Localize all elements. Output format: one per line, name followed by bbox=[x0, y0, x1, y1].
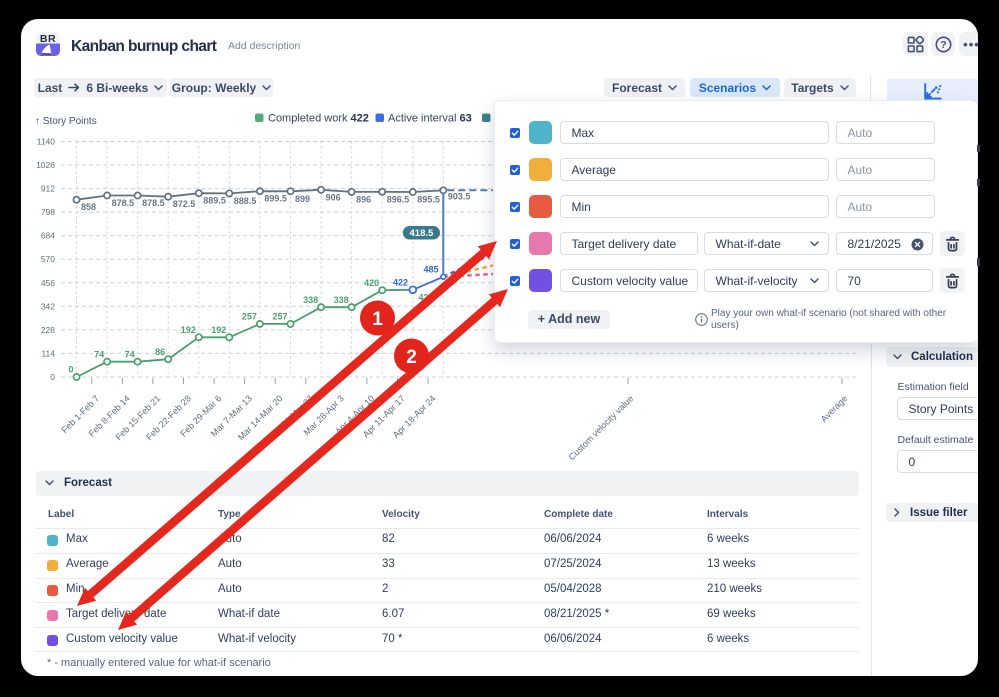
svg-text:684: 684 bbox=[41, 231, 55, 241]
svg-text:338: 338 bbox=[303, 295, 318, 305]
svg-text:895.5: 895.5 bbox=[417, 195, 440, 205]
svg-text:899: 899 bbox=[295, 194, 310, 204]
svg-text:858: 858 bbox=[81, 202, 96, 212]
svg-text:74: 74 bbox=[125, 349, 135, 359]
svg-text:338: 338 bbox=[334, 295, 349, 305]
svg-text:1140: 1140 bbox=[37, 137, 56, 147]
svg-text:BR: BR bbox=[40, 33, 56, 45]
svg-text:86: 86 bbox=[155, 347, 165, 357]
svg-text:192: 192 bbox=[181, 325, 196, 335]
svg-text:798: 798 bbox=[41, 207, 55, 217]
svg-text:257: 257 bbox=[272, 312, 287, 322]
svg-text:1: 1 bbox=[372, 309, 383, 330]
svg-text:912: 912 bbox=[41, 184, 55, 194]
svg-text:889.5: 889.5 bbox=[203, 196, 226, 206]
svg-text:418.5: 418.5 bbox=[410, 228, 434, 239]
svg-text:0: 0 bbox=[50, 372, 55, 382]
svg-text:Completed work 422: Completed work 422 bbox=[268, 113, 369, 125]
svg-text:257: 257 bbox=[242, 312, 257, 322]
svg-text:?: ? bbox=[940, 39, 946, 51]
svg-text:903.5: 903.5 bbox=[448, 191, 471, 201]
svg-text:888.5: 888.5 bbox=[234, 196, 257, 206]
svg-text:114: 114 bbox=[41, 348, 55, 358]
svg-text:896.5: 896.5 bbox=[387, 194, 410, 204]
svg-text:899.5: 899.5 bbox=[264, 194, 287, 204]
svg-text:Active interval 63: Active interval 63 bbox=[388, 113, 472, 125]
svg-text:872.5: 872.5 bbox=[173, 199, 196, 209]
svg-text:906: 906 bbox=[326, 192, 341, 202]
svg-text:485: 485 bbox=[423, 265, 438, 275]
svg-text:570: 570 bbox=[41, 254, 55, 264]
svg-text:74: 74 bbox=[94, 349, 104, 359]
svg-text:192: 192 bbox=[211, 325, 226, 335]
svg-text:0: 0 bbox=[68, 365, 73, 375]
svg-text:↑ Story Points: ↑ Story Points bbox=[35, 116, 97, 127]
svg-text:878.5: 878.5 bbox=[142, 198, 165, 208]
svg-text:2: 2 bbox=[406, 347, 417, 368]
svg-text:422: 422 bbox=[393, 278, 408, 288]
svg-text:228: 228 bbox=[41, 325, 55, 335]
svg-text:420: 420 bbox=[364, 278, 379, 288]
svg-text:456: 456 bbox=[41, 278, 55, 288]
svg-text:896: 896 bbox=[356, 194, 371, 204]
svg-text:342: 342 bbox=[41, 301, 55, 311]
svg-text:1026: 1026 bbox=[36, 160, 55, 170]
svg-text:878.5: 878.5 bbox=[112, 198, 135, 208]
